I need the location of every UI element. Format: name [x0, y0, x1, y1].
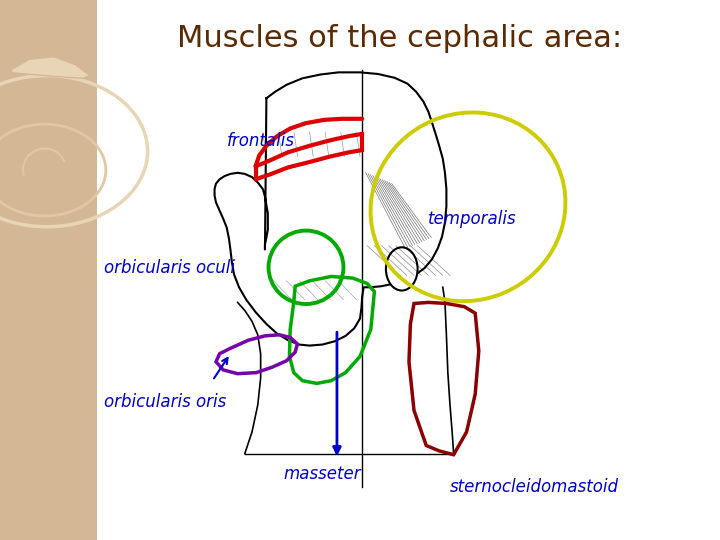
Text: orbicularis oculi: orbicularis oculi — [104, 259, 235, 278]
Text: frontalis: frontalis — [227, 132, 294, 151]
Text: orbicularis oris: orbicularis oris — [104, 393, 227, 411]
Ellipse shape — [386, 247, 418, 291]
Text: sternocleidomastoid: sternocleidomastoid — [450, 478, 619, 496]
Text: Muscles of the cephalic area:: Muscles of the cephalic area: — [177, 24, 622, 53]
Bar — [0, 0, 97, 540]
Text: masseter: masseter — [283, 465, 361, 483]
Polygon shape — [11, 57, 90, 78]
Text: temporalis: temporalis — [428, 210, 517, 228]
